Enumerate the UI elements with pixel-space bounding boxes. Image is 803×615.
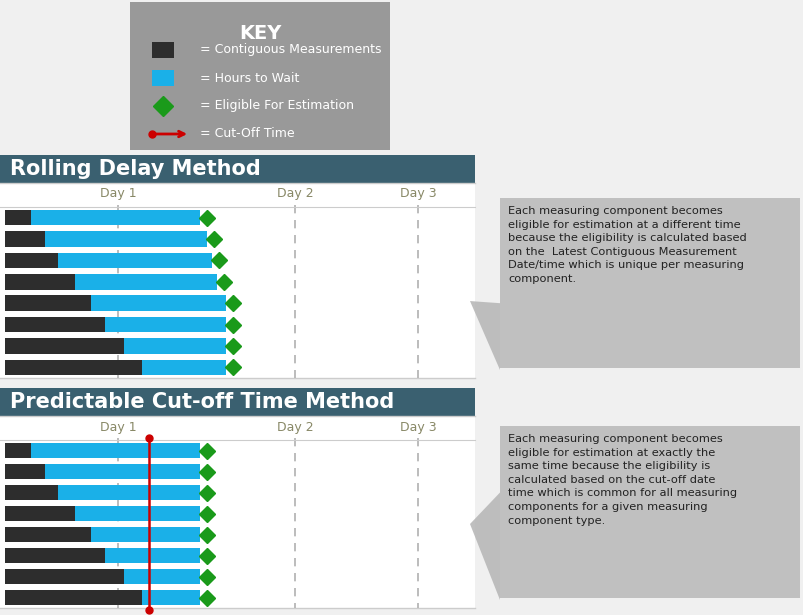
Bar [5, 464, 44, 479]
Bar [75, 506, 200, 521]
Bar [5, 338, 124, 354]
Bar [5, 527, 91, 542]
Bar [91, 527, 200, 542]
Text: Day 1: Day 1 [100, 188, 137, 200]
Bar [59, 253, 212, 268]
Bar [130, 2, 389, 150]
Bar [5, 590, 142, 605]
Bar [5, 443, 31, 458]
Bar [5, 231, 44, 247]
Text: Day 1: Day 1 [100, 421, 137, 434]
Bar [5, 569, 124, 584]
Bar [5, 210, 31, 225]
Text: KEY: KEY [238, 24, 281, 43]
Text: = Hours to Wait: = Hours to Wait [200, 71, 299, 84]
Bar [31, 443, 200, 458]
Bar [5, 506, 75, 521]
Bar [0, 155, 475, 183]
Bar [75, 274, 216, 290]
Bar [5, 253, 59, 268]
Text: = Eligible For Estimation: = Eligible For Estimation [200, 100, 353, 113]
Text: Each measuring component becomes
eligible for estimation at a different time
bec: Each measuring component becomes eligibl… [507, 206, 746, 284]
Bar [152, 42, 173, 58]
Text: Day 2: Day 2 [276, 421, 313, 434]
Bar [105, 317, 226, 332]
Text: = Contiguous Measurements: = Contiguous Measurements [200, 44, 381, 57]
Bar [0, 388, 475, 416]
Text: Day 2: Day 2 [276, 188, 313, 200]
Text: Each measuring component becomes
eligible for estimation at exactly the
same tim: Each measuring component becomes eligibl… [507, 434, 736, 526]
Bar [105, 548, 200, 563]
Bar [44, 464, 200, 479]
Bar [44, 231, 207, 247]
Polygon shape [470, 301, 499, 370]
Bar [0, 183, 475, 378]
Bar [5, 485, 59, 500]
Text: Predictable Cut-off Time Method: Predictable Cut-off Time Method [10, 392, 393, 412]
Bar [124, 569, 200, 584]
Bar [5, 317, 105, 332]
Bar [0, 416, 475, 608]
Text: Day 3: Day 3 [399, 421, 436, 434]
Bar [5, 548, 105, 563]
Bar [499, 198, 799, 368]
Bar [91, 295, 226, 311]
Bar [59, 485, 200, 500]
Bar [31, 210, 200, 225]
Polygon shape [470, 493, 499, 600]
Bar [142, 360, 226, 375]
Bar [5, 295, 91, 311]
Text: Rolling Delay Method: Rolling Delay Method [10, 159, 260, 179]
Bar [499, 426, 799, 598]
Text: = Cut-Off Time: = Cut-Off Time [200, 127, 294, 140]
Bar [124, 338, 226, 354]
Bar [142, 590, 200, 605]
Bar [152, 70, 173, 86]
Bar [5, 360, 142, 375]
Text: Day 3: Day 3 [399, 188, 436, 200]
Bar [5, 274, 75, 290]
